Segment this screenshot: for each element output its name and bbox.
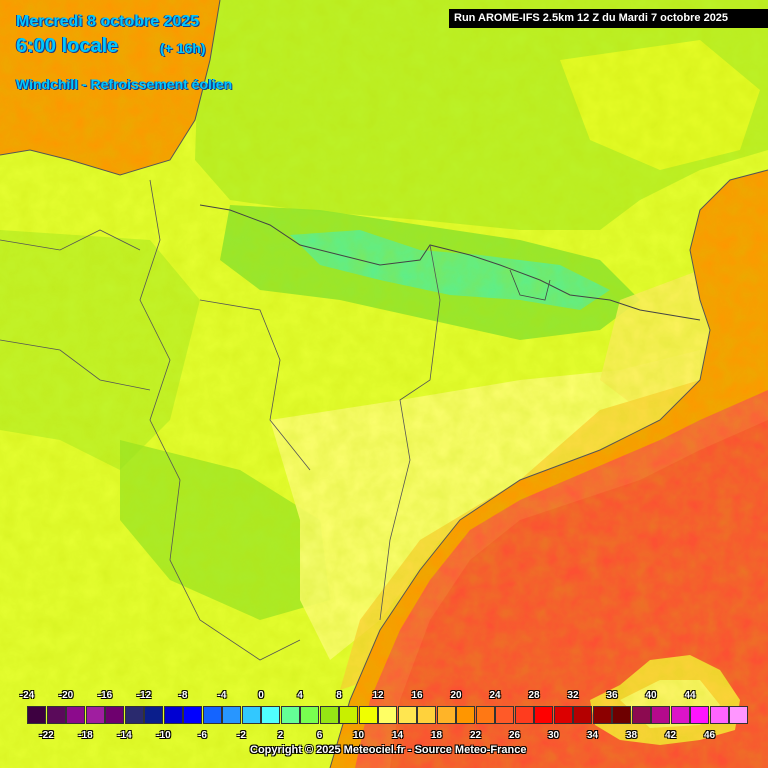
parameter-title: Windchill - Refroissement éolien — [16, 76, 233, 92]
legend-swatch — [27, 706, 46, 724]
legend-label-bottom: -18 — [78, 730, 93, 741]
legend-swatch — [495, 706, 514, 724]
forecast-date: Mercredi 8 octobre 2025 — [16, 13, 200, 30]
legend-swatch — [144, 706, 163, 724]
legend-swatch — [670, 706, 690, 724]
legend-label-top: -16 — [97, 690, 113, 701]
legend-swatch — [261, 706, 280, 724]
legend-label-bottom: 6 — [316, 730, 323, 741]
legend-label-top: -12 — [136, 690, 152, 701]
legend-swatch — [378, 706, 397, 724]
legend-swatch — [222, 706, 241, 724]
legend-label-top: 28 — [528, 690, 540, 701]
legend-swatch — [66, 706, 85, 724]
legend-label-bottom: -14 — [117, 730, 132, 741]
med-coastline — [329, 169, 768, 768]
legend-swatch — [319, 706, 339, 724]
legend-label-top: -8 — [178, 690, 188, 701]
legend-label-bottom: 10 — [352, 730, 365, 741]
region-border-3 — [0, 229, 141, 251]
legend-swatch — [592, 706, 612, 724]
region-border-1 — [379, 244, 441, 621]
legend-label-bottom: 14 — [391, 730, 404, 741]
legend-swatch — [553, 706, 573, 724]
legend-label-bottom: 30 — [547, 730, 560, 741]
legend-swatch — [651, 706, 670, 724]
legend-swatch — [280, 706, 300, 724]
legend-swatch — [573, 706, 592, 724]
legend-swatch — [339, 706, 358, 724]
legend-label-top: 8 — [336, 690, 342, 701]
legend-swatch — [124, 706, 144, 724]
legend-label-bottom: 22 — [469, 730, 482, 741]
forecast-lead-time: (+ 16h) — [160, 40, 206, 56]
legend-label-bottom: -10 — [156, 730, 171, 741]
legend-swatch — [456, 706, 475, 724]
legend-label-top: 16 — [411, 690, 423, 701]
legend-label-top: 36 — [606, 690, 618, 701]
legend-label-bottom: 34 — [586, 730, 599, 741]
legend-swatch — [202, 706, 222, 724]
legend-label-top: 40 — [645, 690, 657, 701]
legend-label-top: 20 — [450, 690, 462, 701]
legend-swatch — [183, 706, 202, 724]
legend-swatch — [105, 706, 124, 724]
legend-swatch — [46, 706, 66, 724]
legend-swatch — [85, 706, 105, 724]
legend-swatch — [417, 706, 436, 724]
legend-swatch — [163, 706, 183, 724]
legend-swatch — [241, 706, 261, 724]
legend-label-bottom: 18 — [430, 730, 443, 741]
run-info-banner: Run AROME-IFS 2.5km 12 Z du Mardi 7 octo… — [449, 9, 768, 28]
legend-label-top: -4 — [217, 690, 227, 701]
legend-swatch — [397, 706, 417, 724]
legend-label-bottom: -6 — [198, 730, 207, 741]
legend-label-bottom: 26 — [508, 730, 521, 741]
legend-label-top: 24 — [489, 690, 501, 701]
legend-label-bottom: -2 — [237, 730, 246, 741]
legend-swatch — [436, 706, 456, 724]
legend-swatch — [475, 706, 495, 724]
legend-label-top: 44 — [684, 690, 696, 701]
legend-swatch — [358, 706, 378, 724]
forecast-time: 6:00 locale — [16, 35, 119, 57]
legend-swatch — [514, 706, 534, 724]
legend-label-bottom: 2 — [277, 730, 284, 741]
legend-label-bottom: 42 — [664, 730, 677, 741]
legend-swatch — [631, 706, 651, 724]
legend-swatch — [300, 706, 319, 724]
legend-label-top: -24 — [19, 690, 35, 701]
copyright-text: Copyright © 2025 Meteociel.fr - Source M… — [250, 744, 527, 756]
legend-swatch — [612, 706, 631, 724]
legend-swatch — [534, 706, 553, 724]
legend-label-top: 0 — [258, 690, 264, 701]
region-border-2 — [139, 179, 301, 661]
legend-label-top: 12 — [372, 690, 384, 701]
biscay-coastline — [0, 0, 221, 176]
legend-swatch — [729, 706, 748, 724]
legend-label-top: -20 — [58, 690, 74, 701]
legend-swatch — [709, 706, 729, 724]
region-border-5 — [0, 339, 151, 391]
legend-label-top: 32 — [567, 690, 579, 701]
legend-label-top: 4 — [297, 690, 303, 701]
legend-label-bottom: 38 — [625, 730, 638, 741]
legend-label-bottom: 46 — [703, 730, 716, 741]
color-legend: -24 -20 -16 -12 -8 -4 0 4 8 12 16 20 24 28 32 36 40 44 -22… — [0, 684, 768, 768]
legend-swatch — [690, 706, 709, 724]
region-border-4 — [199, 299, 311, 471]
andorra-border — [509, 269, 551, 301]
legend-label-bottom: -22 — [39, 730, 54, 741]
